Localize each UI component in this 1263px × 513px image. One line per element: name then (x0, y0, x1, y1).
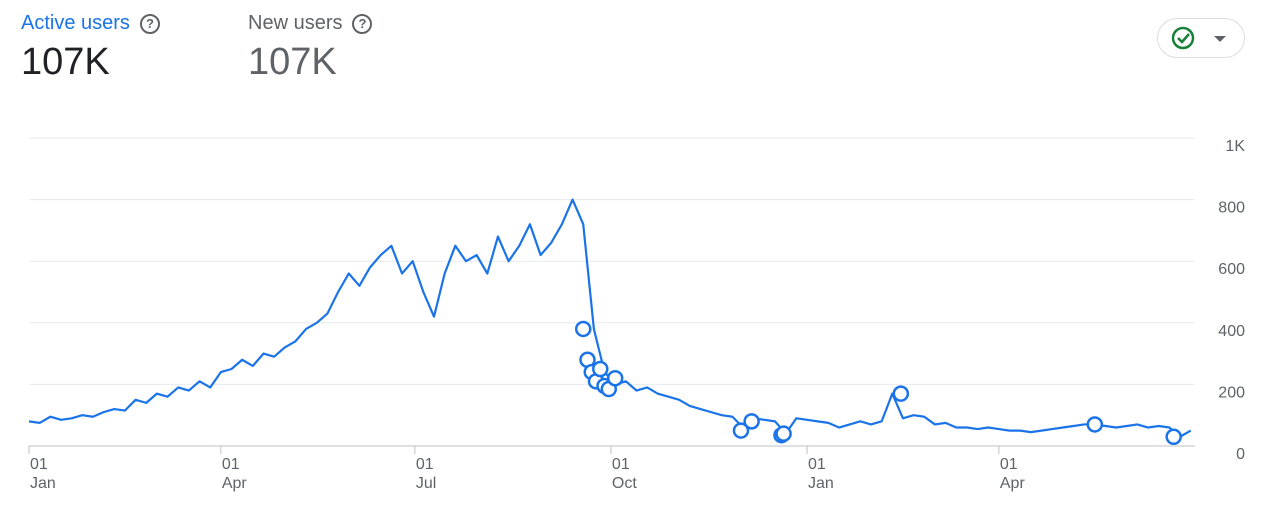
anomaly-marker (743, 413, 760, 430)
metric-value: 107K (21, 41, 110, 83)
anomaly-marker (587, 373, 605, 390)
y-tick-label: 400 (1218, 323, 1245, 340)
anomaly-marker (583, 363, 600, 381)
metric-active[interactable]: Active users? 107K (21, 12, 160, 84)
anomaly-marker (592, 360, 609, 378)
anomaly-marker (775, 425, 792, 442)
anomaly-marker (892, 385, 910, 402)
anomaly-marker (1086, 416, 1104, 433)
x-tick-sublabel: Jul (416, 475, 436, 492)
metric-label: New users (248, 12, 343, 34)
anomaly-marker (773, 426, 790, 444)
status-dropdown[interactable] (1157, 18, 1245, 58)
anomaly-marker (596, 377, 613, 395)
line (28, 198, 1192, 438)
x-tick-label: 01 (222, 456, 240, 473)
anomaly-marker (579, 351, 596, 369)
x-tick-sublabel: Apr (1000, 475, 1026, 492)
metric-label: Active users (21, 12, 130, 34)
anomaly-marker (574, 320, 592, 338)
x-tick-label: 01 (808, 456, 826, 473)
y-tick-label: 0 (1236, 446, 1245, 463)
y-tick-label: 600 (1218, 261, 1245, 278)
y-tick-label: 800 (1218, 200, 1245, 217)
metric-new[interactable]: New users? 107K (248, 12, 373, 84)
status-icons (1171, 26, 1226, 50)
x-tick-label: 01 (416, 456, 434, 473)
x-tick-sublabel: Apr (222, 475, 248, 492)
y-tick-label: 1K (1225, 138, 1245, 155)
x-tick-sublabel: Jan (808, 475, 834, 492)
x-tick-label: 01 (30, 456, 48, 473)
x-tick-label: 01 (612, 456, 630, 473)
help-icon[interactable]: ? (139, 13, 160, 34)
x-tick-label: 01 (1000, 456, 1018, 473)
anomaly-marker (606, 369, 624, 387)
x-tick-sublabel: Jan (30, 475, 56, 492)
help-icon[interactable]: ? (352, 13, 373, 34)
y-tick-label: 200 (1218, 384, 1245, 401)
anomaly-marker (600, 380, 618, 398)
metric-value: 107K (248, 41, 337, 83)
anomaly-marker (732, 422, 750, 439)
x-tick-sublabel: Oct (612, 475, 637, 492)
anomaly-marker (1165, 428, 1182, 446)
